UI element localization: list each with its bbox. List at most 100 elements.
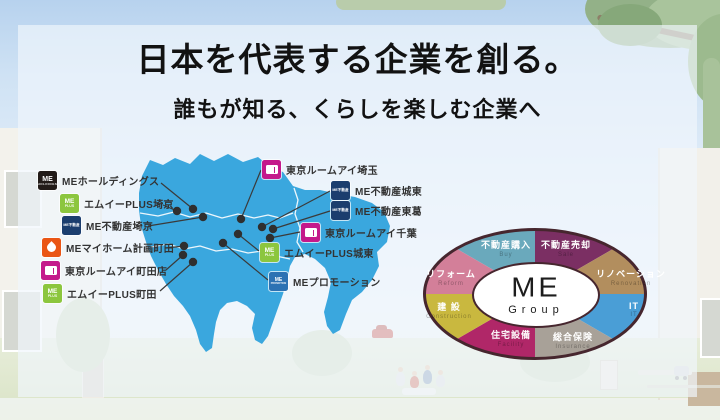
me-fudosan-logo-icon: ME不動産 bbox=[62, 216, 81, 235]
segment-en-label: Buy bbox=[499, 252, 513, 258]
brand-glyph-sub: PLUS bbox=[47, 294, 58, 298]
map-label-roomi-chiba: 東京ルームアイ千葉 bbox=[301, 223, 417, 242]
brand-glyph: ME不動産 bbox=[332, 187, 349, 192]
map-label-me-fudosan-saikyo: ME不動産 ME不動産埼京 bbox=[62, 216, 153, 235]
map-label-me-plus-joto: ME PLUS エムイーPLUS城東 bbox=[260, 243, 374, 262]
chart-segment-label-facility: 住宅設備 Facility bbox=[491, 328, 531, 348]
segment-en-label: Reform bbox=[438, 281, 464, 287]
me-fudosan-logo-icon: ME不動産 bbox=[331, 201, 350, 220]
map-label-roomi-saitama: 東京ルームアイ埼玉 bbox=[262, 160, 378, 179]
room-i-monitor-icon bbox=[41, 261, 60, 280]
map-dot-roomi-machida bbox=[178, 250, 188, 260]
page-subtitle: 誰もが知る、くらしを楽しむ企業へ bbox=[173, 96, 542, 122]
map-label-roomi-machida: 東京ルームアイ町田店 bbox=[41, 261, 167, 280]
me-group-wordmark: ME bbox=[511, 272, 561, 304]
room-i-monitor-icon bbox=[301, 223, 320, 242]
segment-jp-label: 不動産購入 bbox=[480, 240, 532, 250]
leader-line-me-fudosan-tokatsu bbox=[272, 210, 331, 230]
leader-line-me-fudosan-joto bbox=[261, 190, 331, 228]
brand-glyph: ME bbox=[264, 246, 275, 254]
map-dot-me-plus-joto bbox=[233, 229, 243, 239]
map-dot-me-plus-machida bbox=[188, 257, 198, 267]
brand-glyph: ME bbox=[274, 276, 283, 283]
room-i-monitor-icon bbox=[304, 228, 317, 237]
me-myhome-flame-icon bbox=[42, 238, 61, 257]
map-dot-me-promotion bbox=[218, 238, 228, 248]
map-label-text: エムイーPLUS城東 bbox=[284, 249, 374, 260]
leaf-strip bbox=[336, 0, 506, 10]
map-label-text: 東京ルームアイ町田店 bbox=[65, 267, 168, 278]
map-label-text: 東京ルームアイ埼玉 bbox=[286, 166, 378, 177]
brand-glyph-sub: PROMOTION bbox=[270, 281, 287, 285]
map-label-me-plus-saikyo: ME PLUS エムイーPLUS埼京 bbox=[60, 194, 174, 213]
map-dot-roomi-chiba bbox=[265, 233, 275, 243]
me-plus-logo-icon: ME PLUS bbox=[43, 284, 62, 303]
segment-en-label: Sale bbox=[557, 252, 575, 258]
brand-glyph: ME不動産 bbox=[332, 207, 349, 212]
segment-en-label: Facility bbox=[497, 342, 525, 348]
me-fudosan-logo-icon: ME不動産 bbox=[331, 181, 350, 200]
chart-segment-label-renovation: リノベーション Renovation bbox=[596, 267, 666, 287]
brand-glyph: ME bbox=[64, 197, 75, 205]
map-label-text: ME不動産城東 bbox=[355, 187, 423, 198]
segment-jp-label: 不動産売却 bbox=[540, 240, 592, 250]
me-group-center: ME Group bbox=[472, 263, 600, 327]
segment-jp-label: 住宅設備 bbox=[490, 330, 532, 340]
map-dot-me-fudosan-joto bbox=[257, 222, 267, 232]
map-label-me-holdings: ME HOLDINGS MEホールディングス bbox=[38, 171, 159, 190]
me-holdings-logo-icon: ME HOLDINGS bbox=[38, 171, 57, 190]
me-plus-logo-icon: ME PLUS bbox=[260, 243, 279, 262]
map-dot-me-fudosan-saikyo bbox=[198, 212, 208, 222]
right-house-window bbox=[700, 298, 720, 358]
chart-segment-label-reform: リフォーム Reform bbox=[426, 267, 476, 287]
brand-glyph-sub: PLUS bbox=[64, 204, 75, 208]
map-label-text: ME不動産埼京 bbox=[86, 222, 154, 233]
me-promotion-logo-icon: ME PROMOTION bbox=[269, 272, 288, 291]
map-dot-roomi-saitama bbox=[236, 214, 246, 224]
chart-segment-label-insurance: 総合保険 Insurance bbox=[553, 330, 593, 350]
map-label-me-fudosan-tokatsu: ME不動産 ME不動産東葛 bbox=[331, 201, 422, 220]
leader-line-me-promotion bbox=[222, 242, 269, 281]
segment-jp-label: 建 設 bbox=[437, 302, 461, 312]
map-dot-me-myhome-machida bbox=[179, 241, 189, 251]
me-plus-logo-icon: ME PLUS bbox=[60, 194, 79, 213]
map-dot-me-fudosan-tokatsu bbox=[268, 224, 278, 234]
map-label-text: 東京ルームアイ千葉 bbox=[325, 229, 417, 240]
leader-line-me-fudosan-saikyo bbox=[147, 216, 204, 227]
chart-segment-label-it: IT IT bbox=[629, 301, 639, 318]
room-i-monitor-icon bbox=[262, 160, 281, 179]
map-label-text: ME不動産東葛 bbox=[355, 207, 423, 218]
map-dot-me-plus-saikyo bbox=[172, 206, 182, 216]
brand-glyph: ME不動産 bbox=[63, 222, 80, 227]
leader-line-roomi-saitama bbox=[240, 169, 262, 220]
brand-glyph: ME bbox=[42, 175, 53, 183]
segment-en-label: Renovation bbox=[610, 281, 652, 287]
map-label-text: MEマイホーム計画町田 bbox=[66, 244, 174, 255]
leader-lines-layer bbox=[147, 169, 331, 292]
brand-glyph-sub: PLUS bbox=[264, 253, 275, 257]
map-label-me-myhome-machida: MEマイホーム計画町田 bbox=[42, 238, 174, 257]
leader-line-me-plus-joto bbox=[237, 233, 260, 252]
leader-line-me-holdings bbox=[160, 182, 194, 210]
segment-en-label: IT bbox=[630, 312, 638, 318]
map-label-text: MEホールディングス bbox=[62, 177, 160, 188]
leader-line-me-plus-machida bbox=[159, 261, 194, 292]
segment-jp-label: IT bbox=[629, 301, 639, 311]
map-label-text: MEプロモーション bbox=[293, 278, 381, 289]
map-label-me-fudosan-joto: ME不動産 ME不動産城東 bbox=[331, 181, 422, 200]
map-label-me-promotion: ME PROMOTION MEプロモーション bbox=[269, 272, 381, 291]
me-group-sublabel: Group bbox=[508, 304, 564, 316]
chart-segment-label-construction: 建 設 Construction bbox=[426, 300, 472, 320]
leader-line-roomi-chiba bbox=[269, 231, 301, 239]
segment-en-label: Insurance bbox=[555, 344, 591, 350]
hero-text-block: 日本を代表する企業を創る。 誰もが知る、くらしを楽しむ企業へ bbox=[18, 40, 697, 124]
ring-outer-rim bbox=[423, 228, 647, 360]
room-i-monitor-icon bbox=[44, 266, 57, 275]
room-i-monitor-icon bbox=[265, 165, 278, 174]
chart-segment-label-buy: 不動産購入 Buy bbox=[481, 238, 531, 258]
map-label-me-plus-machida: ME PLUS エムイーPLUS町田 bbox=[43, 284, 157, 303]
segment-jp-label: リフォーム bbox=[426, 269, 476, 279]
